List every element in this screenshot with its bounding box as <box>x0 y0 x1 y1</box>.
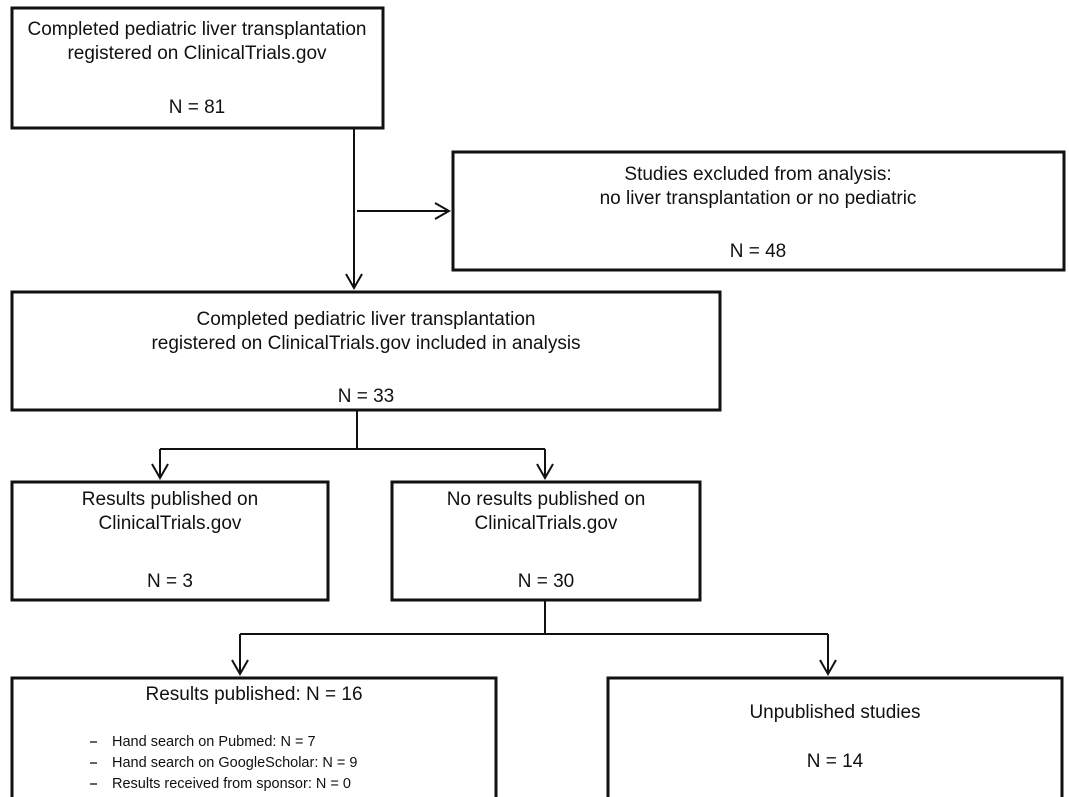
box <box>10 480 330 602</box>
box-text: registered on ClinicalTrials.gov include… <box>151 333 580 354</box>
arrow-head <box>231 659 249 677</box>
box-text: ClinicalTrials.gov <box>475 513 618 534</box>
box <box>451 150 1066 272</box>
box-text: ClinicalTrials.gov <box>99 513 242 534</box>
box-count: N = 48 <box>730 241 787 262</box>
connectors <box>151 128 837 677</box>
box-text: Completed pediatric liver transplantatio… <box>196 309 535 330</box>
box-text: Results published on <box>82 489 258 510</box>
box-text: Unpublished studies <box>749 702 920 723</box>
box-count: N = 3 <box>147 571 193 592</box>
box-count: N = 30 <box>518 571 575 592</box>
box-text: Completed pediatric liver transplantatio… <box>27 19 366 40</box>
box-text: Studies excluded from analysis: <box>624 164 891 185</box>
box <box>10 290 722 412</box>
box-text: no liver transplantation or no pediatric <box>600 188 917 209</box>
arrow-head <box>536 463 554 481</box>
box <box>390 480 702 602</box>
list-item: Hand search on GoogleScholar: N = 9 <box>112 755 357 771</box>
arrow-head <box>819 659 837 677</box>
box-text: Results published: N = 16 <box>145 684 362 705</box>
box-count: N = 33 <box>338 386 395 407</box>
box-text: registered on ClinicalTrials.gov <box>67 43 327 64</box>
arrow-head <box>434 202 452 220</box>
box-count: N = 14 <box>807 751 864 772</box>
arrow-head <box>345 273 363 291</box>
box <box>10 6 385 130</box>
box <box>10 676 498 797</box>
box-count: N = 81 <box>169 97 226 118</box>
box-text: No results published on <box>447 489 646 510</box>
box <box>606 676 1064 797</box>
list-item: Hand search on Pubmed: N = 7 <box>112 734 316 750</box>
list-item: Results received from sponsor: N = 0 <box>112 776 351 792</box>
arrow-head <box>151 463 169 481</box>
